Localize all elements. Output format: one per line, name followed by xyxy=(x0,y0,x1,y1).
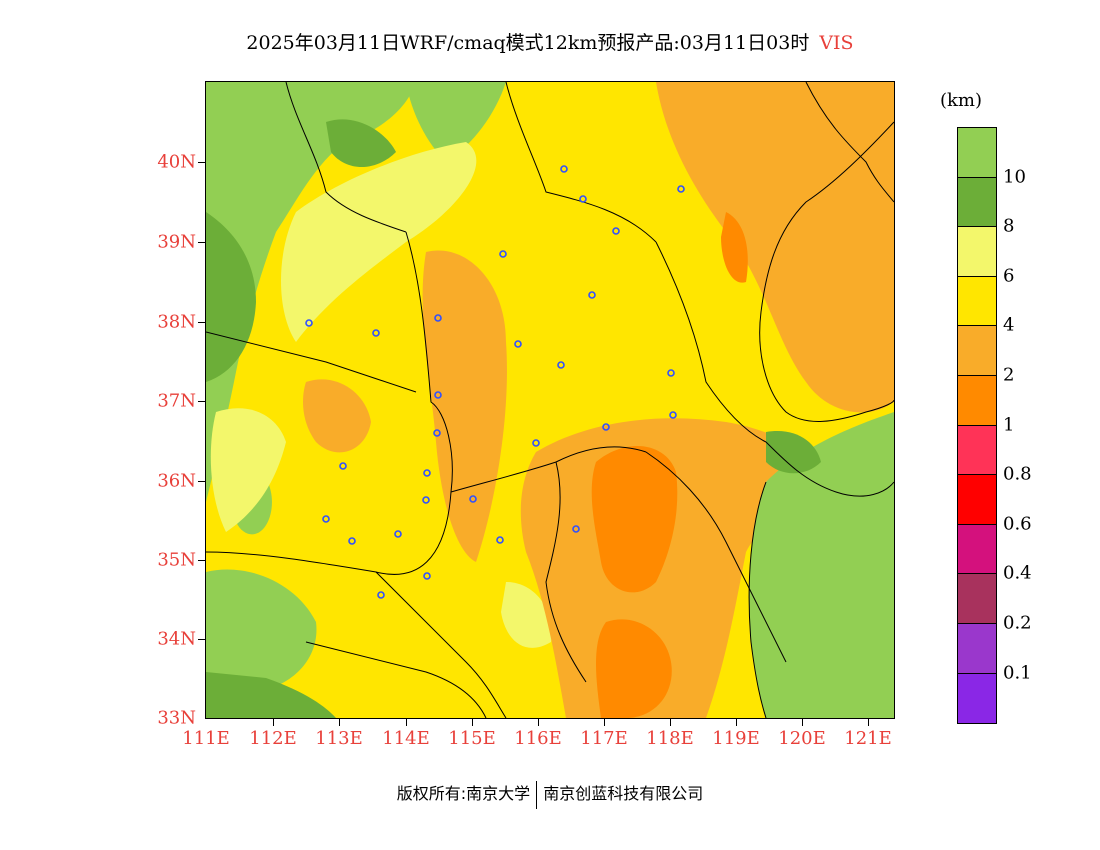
variable-name: VIS xyxy=(819,32,854,54)
colorbar-label: 0.4 xyxy=(1003,562,1032,584)
lon-tick xyxy=(604,719,605,726)
lon-tick xyxy=(339,719,340,726)
lon-label: 116E xyxy=(514,728,562,749)
lat-label: 39N xyxy=(157,231,196,253)
colorbar-segment xyxy=(958,227,996,277)
colorbar-label: 0.1 xyxy=(1003,662,1032,684)
colorbar-label: 6 xyxy=(1003,265,1015,287)
footer-separator xyxy=(536,780,538,809)
lat-tick xyxy=(198,639,205,640)
lat-tick xyxy=(198,401,205,402)
colorbar-label: 0.8 xyxy=(1003,463,1032,485)
colorbar-segment xyxy=(958,177,996,228)
colorbar-segment xyxy=(958,475,996,525)
lon-tick xyxy=(802,719,803,726)
lon-tick xyxy=(538,719,539,726)
lon-label: 120E xyxy=(778,728,826,749)
copyright-footer: 版权所有:南京大学 南京创蓝科技有限公司 xyxy=(0,780,1100,809)
lon-label: 113E xyxy=(315,728,363,749)
lon-tick xyxy=(736,719,737,726)
lon-tick xyxy=(406,719,407,726)
lat-label: 36N xyxy=(157,470,196,492)
lat-tick xyxy=(198,322,205,323)
title-text: 2025年03月11日WRF/cmaq模式12km预报产品:03月11日03时 xyxy=(246,32,810,54)
lat-label: 38N xyxy=(157,311,196,333)
lat-label: 35N xyxy=(157,549,196,571)
colorbar-segment xyxy=(958,276,996,327)
colorbar-segment xyxy=(958,375,996,426)
map-title: 2025年03月11日WRF/cmaq模式12km预报产品:03月11日03时 V… xyxy=(0,28,1100,55)
colorbar-segment xyxy=(958,574,996,624)
lat-label: 37N xyxy=(157,390,196,412)
lat-label: 33N xyxy=(157,707,196,729)
lon-label: 112E xyxy=(249,728,297,749)
colorbar-label: 4 xyxy=(1003,314,1015,336)
lat-tick xyxy=(198,242,205,243)
colorbar-segment xyxy=(958,623,996,674)
colorbar-segment xyxy=(958,326,996,376)
lon-label: 121E xyxy=(844,728,892,749)
lon-label: 119E xyxy=(712,728,760,749)
colorbar-segment xyxy=(958,425,996,476)
lon-tick xyxy=(273,719,274,726)
colorbar xyxy=(957,127,997,725)
colorbar-label: 0.2 xyxy=(1003,612,1032,634)
colorbar-unit: (km) xyxy=(940,90,983,111)
lon-tick xyxy=(472,719,473,726)
colorbar-label: 0.6 xyxy=(1003,513,1032,535)
lon-label: 114E xyxy=(382,728,430,749)
map-field xyxy=(206,82,894,718)
lat-label: 34N xyxy=(157,628,196,650)
lon-label: 118E xyxy=(646,728,694,749)
visibility-map xyxy=(205,81,895,719)
lat-tick xyxy=(198,162,205,163)
colorbar-segment xyxy=(958,524,996,575)
colorbar-label: 8 xyxy=(1003,215,1015,237)
lon-label: 115E xyxy=(448,728,496,749)
lon-tick xyxy=(670,719,671,726)
colorbar-segment xyxy=(958,128,996,178)
lat-tick xyxy=(198,481,205,482)
lon-label: 111E xyxy=(182,728,230,749)
lat-tick xyxy=(198,560,205,561)
lon-label: 117E xyxy=(580,728,628,749)
colorbar-segment xyxy=(958,673,996,724)
footer-right: 南京创蓝科技有限公司 xyxy=(543,784,704,803)
colorbar-label: 2 xyxy=(1003,364,1015,386)
lon-tick xyxy=(868,719,869,726)
lat-label: 40N xyxy=(157,151,196,173)
footer-left: 版权所有:南京大学 xyxy=(396,784,531,803)
colorbar-label: 1 xyxy=(1003,414,1015,436)
colorbar-label: 10 xyxy=(1003,166,1026,188)
